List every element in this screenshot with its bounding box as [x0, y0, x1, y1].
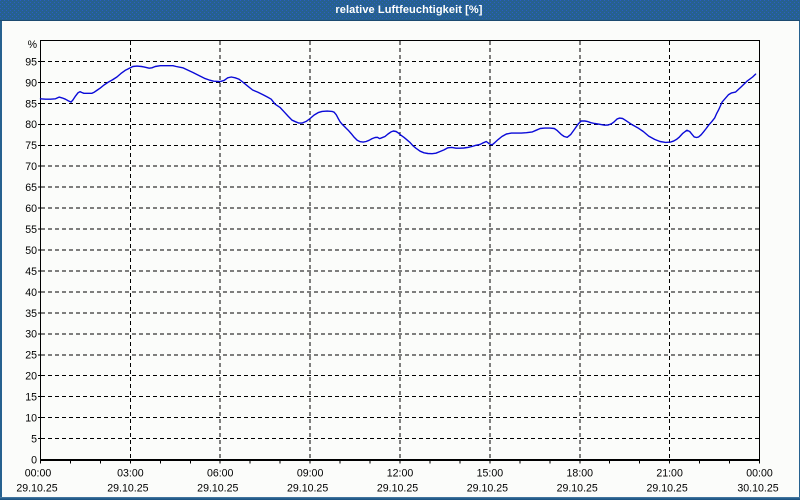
svg-text:29.10.25: 29.10.25 [16, 482, 57, 494]
svg-text:29.10.25: 29.10.25 [197, 482, 238, 494]
svg-text:20: 20 [25, 371, 37, 383]
svg-text:29.10.25: 29.10.25 [287, 482, 328, 494]
svg-text:0: 0 [31, 454, 37, 466]
svg-text:30: 30 [25, 329, 37, 341]
svg-text:25: 25 [25, 350, 37, 362]
svg-text:00:00: 00:00 [25, 468, 52, 480]
svg-text:09:00: 09:00 [297, 468, 324, 480]
svg-text:15:00: 15:00 [477, 468, 504, 480]
svg-text:85: 85 [25, 98, 37, 110]
svg-text:29.10.25: 29.10.25 [467, 482, 508, 494]
svg-text:18:00: 18:00 [567, 468, 594, 480]
svg-text:90: 90 [25, 77, 37, 89]
svg-text:70: 70 [25, 161, 37, 173]
svg-text:60: 60 [25, 203, 37, 215]
svg-text:30.10.25: 30.10.25 [737, 482, 778, 494]
svg-text:75: 75 [25, 140, 37, 152]
svg-text:80: 80 [25, 119, 37, 131]
svg-text:29.10.25: 29.10.25 [377, 482, 418, 494]
svg-text:06:00: 06:00 [207, 468, 234, 480]
svg-text:65: 65 [25, 182, 37, 194]
svg-text:95: 95 [25, 56, 37, 68]
svg-text:15: 15 [25, 392, 37, 404]
svg-text:10: 10 [25, 413, 37, 425]
svg-text:55: 55 [25, 224, 37, 236]
svg-text:5: 5 [31, 434, 37, 446]
svg-text:45: 45 [25, 266, 37, 278]
svg-text:%: % [28, 39, 38, 51]
svg-text:03:00: 03:00 [117, 468, 144, 480]
svg-text:35: 35 [25, 308, 37, 320]
svg-text:29.10.25: 29.10.25 [646, 482, 687, 494]
svg-text:21:00: 21:00 [656, 468, 683, 480]
svg-text:50: 50 [25, 245, 37, 257]
svg-text:29.10.25: 29.10.25 [107, 482, 148, 494]
svg-text:12:00: 12:00 [387, 468, 414, 480]
svg-text:00:00: 00:00 [746, 468, 773, 480]
svg-text:29.10.25: 29.10.25 [557, 482, 598, 494]
svg-text:40: 40 [25, 287, 37, 299]
